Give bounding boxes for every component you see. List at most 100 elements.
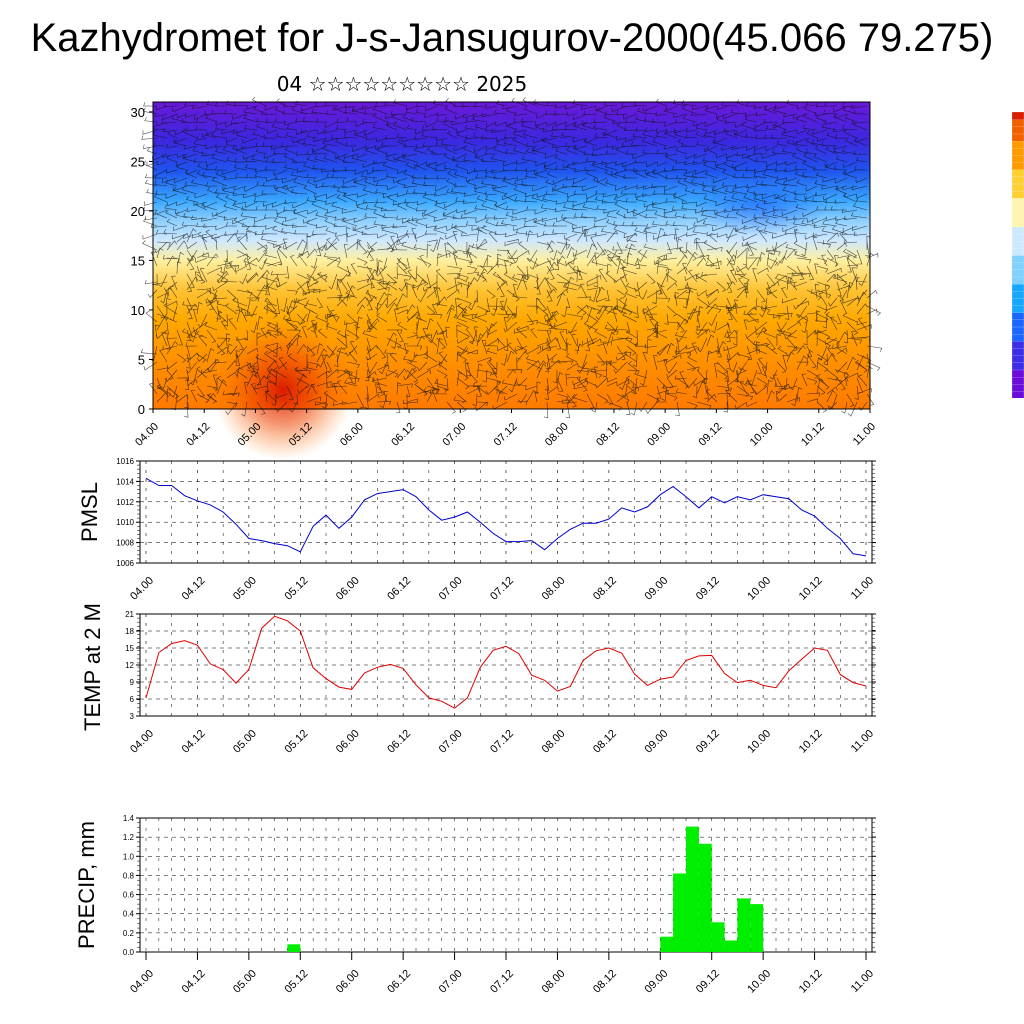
wind-barb	[706, 247, 723, 252]
wind-barb	[766, 281, 780, 291]
wind-barb	[744, 281, 749, 294]
wind-barb	[606, 381, 618, 387]
wind-barb	[594, 133, 608, 139]
wind-barb	[326, 322, 338, 331]
wind-barb	[256, 316, 264, 331]
wind-barb	[556, 360, 573, 365]
wind-barb	[663, 209, 678, 214]
wind-barbs	[140, 96, 883, 419]
wind-barb	[214, 358, 228, 364]
wind-barb	[724, 130, 738, 139]
wind-barb	[688, 269, 698, 283]
wind-barb	[366, 318, 378, 331]
wind-barb	[746, 154, 758, 163]
wind-barb	[463, 113, 478, 119]
wind-barb	[453, 396, 468, 403]
wind-barb	[723, 195, 738, 203]
wind-barb	[811, 289, 828, 294]
wind-barb	[682, 262, 688, 275]
wind-barb	[469, 329, 478, 345]
wind-barb	[726, 353, 731, 370]
wind-barb	[526, 206, 537, 211]
wind-barb	[291, 188, 308, 195]
wind-barb	[603, 209, 618, 214]
wind-barb	[521, 274, 528, 291]
wind-barb	[786, 277, 793, 291]
wind-barb	[373, 220, 388, 227]
wind-barb	[616, 241, 623, 254]
wind-barb	[324, 101, 338, 107]
wind-barb	[166, 218, 178, 227]
wind-barb	[215, 236, 220, 251]
wind-barb	[805, 185, 818, 192]
wind-barb	[306, 219, 318, 227]
wind-barb	[692, 228, 708, 235]
wind-barb	[586, 193, 598, 200]
wind-barb	[803, 105, 818, 115]
wind-barb	[791, 272, 808, 277]
wind-barb	[594, 217, 608, 223]
precip-bar	[698, 843, 712, 952]
wind-barb	[505, 121, 518, 127]
wind-barb	[803, 152, 818, 163]
wind-barb	[835, 344, 848, 355]
wind-barb	[196, 252, 209, 259]
wind-barb	[533, 137, 548, 144]
wind-barb	[816, 353, 828, 364]
wind-barb	[730, 269, 738, 283]
wind-barb	[396, 156, 408, 163]
wind-barb	[586, 287, 601, 292]
wind-barb	[196, 170, 208, 179]
wind-barb	[556, 393, 569, 401]
wind-barb	[356, 304, 366, 315]
wind-barb	[396, 179, 408, 187]
wind-barb	[481, 340, 488, 355]
wind-barb	[484, 150, 498, 155]
wind-barb	[346, 281, 355, 297]
wind-barb	[172, 105, 188, 113]
wind-barb	[821, 123, 838, 131]
wind-barb	[216, 337, 231, 343]
wind-barb	[696, 254, 710, 260]
wind-barb	[406, 369, 419, 383]
wind-barb	[781, 147, 798, 155]
wind-barb	[468, 297, 478, 311]
wind-barb	[496, 140, 508, 147]
wind-barb	[328, 273, 338, 290]
colorbar-swatch	[1012, 176, 1024, 185]
wind-barb	[796, 129, 808, 135]
wind-barb	[526, 142, 538, 148]
wind-barb	[674, 292, 679, 307]
wind-barb	[256, 375, 267, 387]
wind-barb	[196, 353, 207, 363]
wind-barb	[487, 359, 498, 371]
wind-barb	[504, 393, 518, 401]
wind-barb	[436, 237, 444, 251]
colorbar-swatch	[1012, 369, 1024, 378]
wind-barb	[823, 353, 828, 366]
wind-barb	[724, 187, 738, 195]
wind-barb	[181, 328, 198, 339]
wind-barb	[226, 360, 238, 371]
wind-barb	[343, 177, 358, 185]
wind-barb	[664, 185, 678, 192]
wind-barb	[646, 289, 662, 299]
wind-barb	[696, 201, 708, 207]
wind-barb	[364, 144, 378, 150]
wind-barb	[225, 333, 231, 347]
wind-barb	[508, 377, 518, 393]
wind-barb	[456, 353, 468, 363]
wind-barb	[695, 272, 708, 283]
wind-barb	[794, 165, 808, 171]
wind-barb	[356, 296, 368, 307]
wind-barb	[356, 257, 368, 266]
wind-barb	[730, 249, 738, 266]
wind-barb	[784, 305, 790, 320]
wind-barb	[756, 326, 767, 339]
wind-barb	[818, 292, 828, 307]
wind-barb	[772, 106, 788, 115]
wind-barb	[387, 120, 398, 126]
wind-barb	[443, 164, 458, 171]
wind-barb	[796, 387, 803, 403]
wind-barb	[472, 382, 488, 388]
